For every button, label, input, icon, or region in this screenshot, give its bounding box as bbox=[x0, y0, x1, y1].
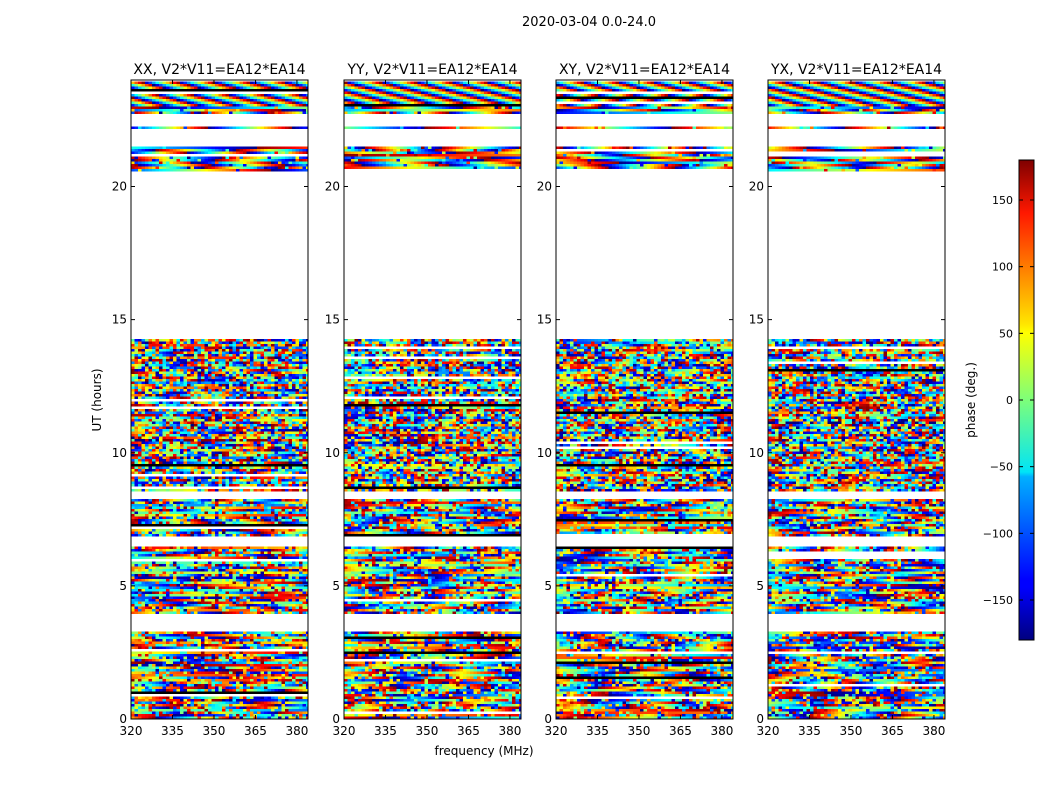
x-tick-label: 380 bbox=[710, 724, 733, 738]
x-tick-label: 365 bbox=[669, 724, 692, 738]
panel-1: YY, V2*V11=EA12*EA14 320 335 350 365 380 0 5 10 1… bbox=[325, 62, 522, 738]
plot-frame bbox=[767, 79, 946, 720]
colorbar-tick-label: 150 bbox=[992, 194, 1013, 207]
figure-title: 2020-03-04 0.0-24.0 bbox=[522, 15, 656, 30]
y-axis-label: UT (hours) bbox=[90, 368, 104, 431]
y-tick-label: 20 bbox=[749, 180, 764, 194]
x-axis-label: frequency (MHz) bbox=[434, 744, 533, 758]
plot-frame bbox=[555, 79, 734, 720]
colorbar-tick-label: 100 bbox=[992, 261, 1013, 274]
colorbar-ticks: −150 −100 −50 0 50 100 150 bbox=[983, 194, 1034, 607]
panel-3: YX, V2*V11=EA12*EA14 320 335 350 365 380 0 5 10 1… bbox=[749, 62, 946, 738]
y-tick-label: 0 bbox=[544, 712, 552, 726]
y-tick-label: 10 bbox=[112, 446, 127, 460]
x-tick-label: 320 bbox=[757, 724, 780, 738]
phase-image bbox=[556, 81, 733, 719]
y-tick-label: 20 bbox=[112, 180, 127, 194]
x-tick-label: 335 bbox=[374, 724, 397, 738]
y-tick-label: 15 bbox=[749, 313, 764, 327]
panel-title: YX, V2*V11=EA12*EA14 bbox=[770, 62, 942, 78]
x-tick-label: 320 bbox=[120, 724, 143, 738]
y-tick-label: 0 bbox=[119, 712, 127, 726]
x-tick-label: 350 bbox=[840, 724, 863, 738]
plot-area bbox=[131, 80, 308, 719]
colorbar-tick-label: −100 bbox=[983, 527, 1013, 540]
x-tick-label: 350 bbox=[628, 724, 651, 738]
x-tick-label: 380 bbox=[922, 724, 945, 738]
phase-image bbox=[768, 81, 945, 719]
x-tick-label: 365 bbox=[881, 724, 904, 738]
colorbar-tick-label: 50 bbox=[999, 327, 1013, 340]
panel-2: XY, V2*V11=EA12*EA14 320 335 350 365 380 0 5 10 1… bbox=[537, 62, 734, 738]
y-tick-label: 5 bbox=[756, 579, 764, 593]
y-tick-label: 15 bbox=[325, 313, 340, 327]
y-tick-label: 5 bbox=[544, 579, 552, 593]
colorbar-label: phase (deg.) bbox=[964, 362, 978, 438]
x-tick-label: 320 bbox=[545, 724, 568, 738]
colorbar-tick-label: −150 bbox=[983, 594, 1013, 607]
x-tick-label: 335 bbox=[586, 724, 609, 738]
plot-frame bbox=[130, 79, 309, 720]
x-tick-label: 335 bbox=[798, 724, 821, 738]
y-tick-label: 10 bbox=[749, 446, 764, 460]
x-tick-label: 380 bbox=[285, 724, 308, 738]
y-tick-label: 15 bbox=[537, 313, 552, 327]
phase-image bbox=[131, 81, 308, 719]
x-tick-label: 350 bbox=[416, 724, 439, 738]
y-tick-label: 15 bbox=[112, 313, 127, 327]
phase-image bbox=[344, 81, 521, 719]
y-tick-label: 5 bbox=[332, 579, 340, 593]
x-tick-label: 365 bbox=[457, 724, 480, 738]
x-tick-label: 350 bbox=[203, 724, 226, 738]
y-tick-label: 5 bbox=[119, 579, 127, 593]
colorbar: −150 −100 −50 0 50 100 150 phase (deg.) bbox=[964, 159, 1035, 641]
y-tick-label: 20 bbox=[537, 180, 552, 194]
x-tick-label: 320 bbox=[333, 724, 356, 738]
plot-frame bbox=[343, 79, 522, 720]
panels: XX, V2*V11=EA12*EA14 320 335 350 365 380 0 5 10 1… bbox=[112, 62, 946, 738]
x-tick-label: 335 bbox=[161, 724, 184, 738]
y-tick-label: 10 bbox=[325, 446, 340, 460]
y-tick-label: 0 bbox=[332, 712, 340, 726]
y-tick-label: 10 bbox=[537, 446, 552, 460]
panel-0: XX, V2*V11=EA12*EA14 320 335 350 365 380 0 5 10 1… bbox=[112, 62, 309, 738]
y-tick-label: 0 bbox=[756, 712, 764, 726]
colorbar-tick-label: −50 bbox=[990, 461, 1013, 474]
x-tick-label: 365 bbox=[244, 724, 267, 738]
colorbar-tick-label: 0 bbox=[1006, 394, 1013, 407]
x-tick-label: 380 bbox=[498, 724, 521, 738]
panel-title: XY, V2*V11=EA12*EA14 bbox=[559, 62, 730, 78]
panel-title: XX, V2*V11=EA12*EA14 bbox=[133, 62, 305, 78]
y-tick-label: 20 bbox=[325, 180, 340, 194]
panel-title: YY, V2*V11=EA12*EA14 bbox=[346, 62, 517, 78]
